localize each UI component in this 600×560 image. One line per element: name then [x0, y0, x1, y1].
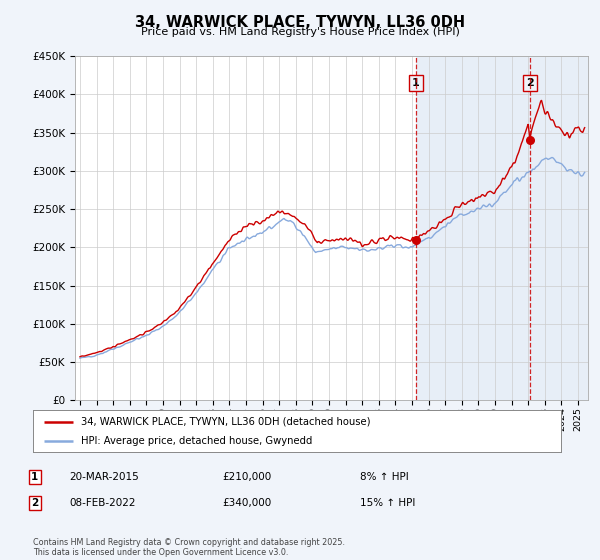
Text: 1: 1 — [412, 78, 419, 88]
Text: 34, WARWICK PLACE, TYWYN, LL36 0DH: 34, WARWICK PLACE, TYWYN, LL36 0DH — [135, 15, 465, 30]
Text: 20-MAR-2015: 20-MAR-2015 — [69, 472, 139, 482]
Text: 2: 2 — [31, 498, 38, 508]
Text: 1: 1 — [31, 472, 38, 482]
Text: Price paid vs. HM Land Registry's House Price Index (HPI): Price paid vs. HM Land Registry's House … — [140, 27, 460, 37]
Text: HPI: Average price, detached house, Gwynedd: HPI: Average price, detached house, Gwyn… — [80, 436, 312, 446]
Text: 08-FEB-2022: 08-FEB-2022 — [69, 498, 136, 508]
Text: 8% ↑ HPI: 8% ↑ HPI — [360, 472, 409, 482]
Text: 15% ↑ HPI: 15% ↑ HPI — [360, 498, 415, 508]
Text: Contains HM Land Registry data © Crown copyright and database right 2025.
This d: Contains HM Land Registry data © Crown c… — [33, 538, 345, 557]
Bar — [416, 56, 588, 400]
Text: 34, WARWICK PLACE, TYWYN, LL36 0DH (detached house): 34, WARWICK PLACE, TYWYN, LL36 0DH (deta… — [80, 417, 370, 427]
Text: £210,000: £210,000 — [222, 472, 271, 482]
Text: 2: 2 — [526, 78, 534, 88]
Text: £340,000: £340,000 — [222, 498, 271, 508]
